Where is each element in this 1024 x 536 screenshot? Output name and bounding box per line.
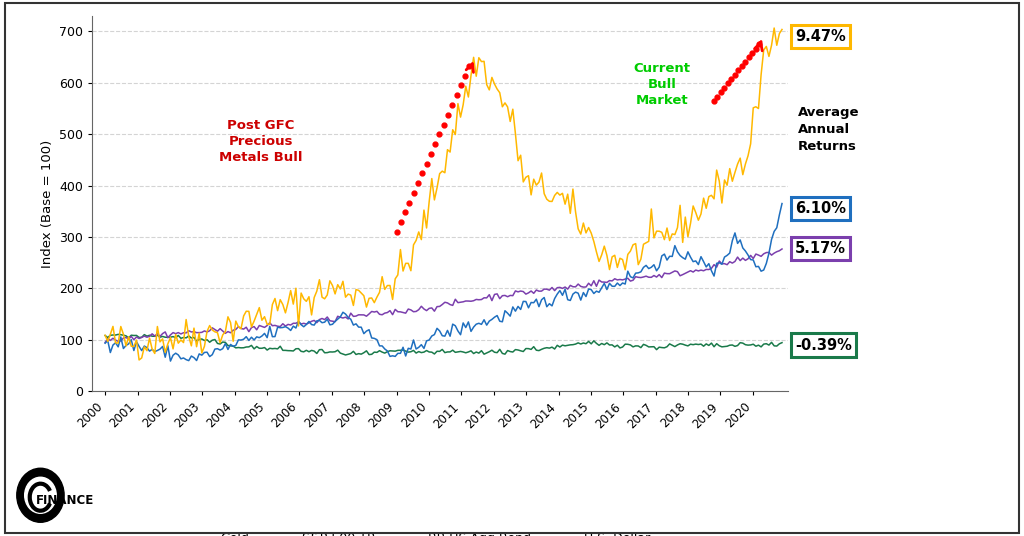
Y-axis label: Index (Base = 100): Index (Base = 100): [41, 139, 53, 268]
Circle shape: [16, 468, 65, 522]
Text: 6.10%: 6.10%: [795, 202, 846, 217]
Legend: Gold, S&P 500 TR, BB US Agg Bond, U.S. Dollar: Gold, S&P 500 TR, BB US Agg Bond, U.S. D…: [182, 527, 655, 536]
Text: 5.17%: 5.17%: [795, 241, 846, 256]
Text: Post GFC
Precious
Metals Bull: Post GFC Precious Metals Bull: [219, 119, 302, 164]
Text: 9.47%: 9.47%: [795, 29, 846, 44]
Text: Current
Bull
Market: Current Bull Market: [634, 62, 690, 107]
Circle shape: [25, 477, 56, 513]
Text: Average
Annual
Returns: Average Annual Returns: [798, 106, 860, 153]
Text: -0.39%: -0.39%: [795, 338, 852, 353]
Text: FINANCE: FINANCE: [36, 494, 94, 507]
